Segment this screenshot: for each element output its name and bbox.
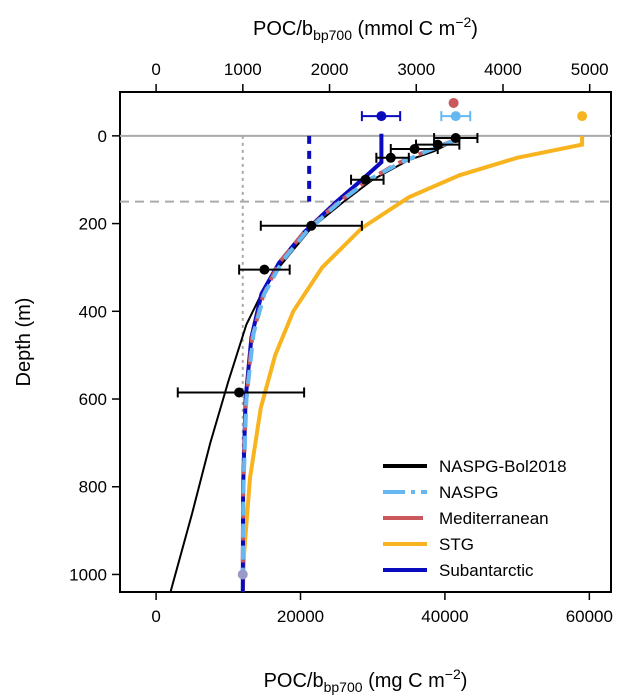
curve-naspg xyxy=(240,138,457,575)
data-layer xyxy=(169,97,588,593)
x-top-tick-label: 2000 xyxy=(311,60,349,79)
x-top-tick-label: 1000 xyxy=(224,60,262,79)
surface-point-stg xyxy=(577,111,588,122)
curve-stg xyxy=(240,135,585,593)
bol2018-point xyxy=(360,174,371,185)
y-tick-label: 0 xyxy=(98,127,107,146)
legend-label: Mediterranean xyxy=(439,509,549,528)
x-bottom-tick-label: 60000 xyxy=(566,607,613,626)
surface-point-naspg xyxy=(450,111,461,122)
x-bottom-tick-label: 20000 xyxy=(277,607,324,626)
y-tick-label: 200 xyxy=(79,215,107,234)
axis-label-part: ) xyxy=(461,670,468,692)
axis-label-part: −2 xyxy=(445,666,461,682)
x-top-tick-label: 5000 xyxy=(571,60,609,79)
axis-label-part: ) xyxy=(471,18,478,40)
surface-point-mediterranean xyxy=(448,97,459,108)
bol2018-point xyxy=(385,152,396,163)
plot-frame xyxy=(119,91,612,593)
legend-label: Subantarctic xyxy=(439,561,534,580)
legend-label: NASPG-Bol2018 xyxy=(439,457,567,476)
y-tick-label: 400 xyxy=(79,302,107,321)
x-bottom-axis-label: POC/bbp700 (mg C m−2) xyxy=(264,666,468,695)
x-bottom-tick-label: 0 xyxy=(151,607,160,626)
bol2018-point xyxy=(306,220,317,231)
axis-label-part: (mmol C m xyxy=(352,18,455,40)
axis-label-part: bp700 xyxy=(313,27,352,43)
x-top-axis-label: POC/bbp700 (mmol C m−2) xyxy=(253,14,478,43)
y-axis-label: Depth (m) xyxy=(13,298,35,387)
x-top-tick-label: 0 xyxy=(151,60,160,79)
legend: NASPG-Bol2018 NASPG Mediterranean STG Subant… xyxy=(383,457,567,580)
axis-label-part: (mg C m xyxy=(363,670,445,692)
axis-label-part: POC/b xyxy=(264,670,324,692)
bol2018-point xyxy=(450,133,461,144)
bol2018-point xyxy=(259,264,270,275)
axis-label-part: POC/b xyxy=(253,18,313,40)
legend-label: STG xyxy=(439,535,474,554)
axis-label-part: −2 xyxy=(455,14,471,30)
axis-label-part: bp700 xyxy=(324,679,363,695)
curve-naspg-bol2018 xyxy=(169,139,457,593)
x-bottom-tick-label: 40000 xyxy=(421,607,468,626)
legend-label: NASPG xyxy=(439,483,499,502)
y-tick-label: 1000 xyxy=(69,565,107,584)
surface-point-subantarctic xyxy=(376,111,387,122)
deep-point xyxy=(237,569,248,580)
bol2018-point xyxy=(409,144,420,155)
y-tick-label: 800 xyxy=(79,478,107,497)
x-top-tick-label: 3000 xyxy=(397,60,435,79)
bol2018-point xyxy=(234,387,245,398)
x-top-tick-label: 4000 xyxy=(484,60,522,79)
y-tick-label: 600 xyxy=(79,390,107,409)
